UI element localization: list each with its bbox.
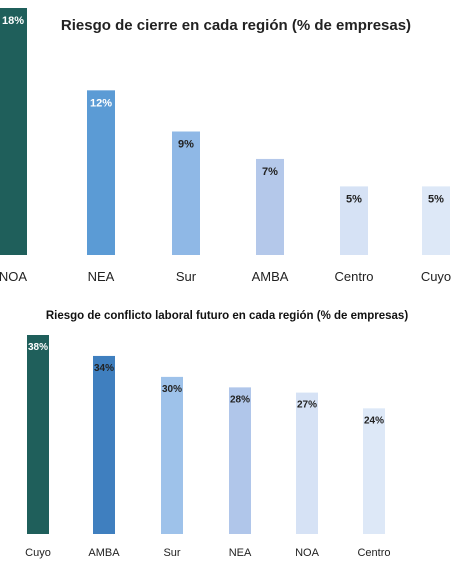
value-label: 18% [2,15,24,27]
value-label: 34% [94,363,114,374]
bar-sur [161,376,183,534]
value-label: 30% [162,384,182,395]
category-label: AMBA [88,547,120,559]
chart-title: Riesgo de conflicto laboral futuro en ca… [46,310,408,322]
value-label: 38% [28,342,48,353]
bar-noa [0,8,27,255]
category-label: Centro [334,269,373,284]
category-label: Sur [176,269,197,284]
value-label: 27% [297,400,317,411]
value-label: 24% [364,415,384,426]
category-label: NOA [0,269,27,284]
labor-conflict-risk-chart: Riesgo de conflicto laboral futuro en ca… [25,310,408,559]
value-label: 9% [178,139,194,151]
value-label: 5% [346,193,362,205]
bar-cuyo [422,186,450,255]
bar-centro [363,408,385,534]
value-label: 12% [90,97,112,109]
category-label: NEA [88,269,115,284]
category-label: Cuyo [25,547,51,559]
bar-noa [296,392,318,534]
bar-nea [229,387,251,534]
bar-amba [93,355,115,534]
value-label: 28% [230,394,250,405]
category-label: Centro [357,547,390,559]
closure-risk-chart: Riesgo de cierre en cada región (% de em… [0,8,451,284]
category-label: Cuyo [421,269,451,284]
bar-nea [87,90,115,255]
category-label: NEA [229,547,252,559]
bar-sur [172,131,200,255]
category-label: AMBA [252,269,289,284]
category-label: NOA [295,547,320,559]
bar-cuyo [27,335,49,534]
bar-centro [340,186,368,255]
value-label: 7% [262,166,278,178]
value-label: 5% [428,193,444,205]
chart-title: Riesgo de cierre en cada región (% de em… [61,17,411,34]
bar-amba [256,158,284,255]
category-label: Sur [163,547,180,559]
